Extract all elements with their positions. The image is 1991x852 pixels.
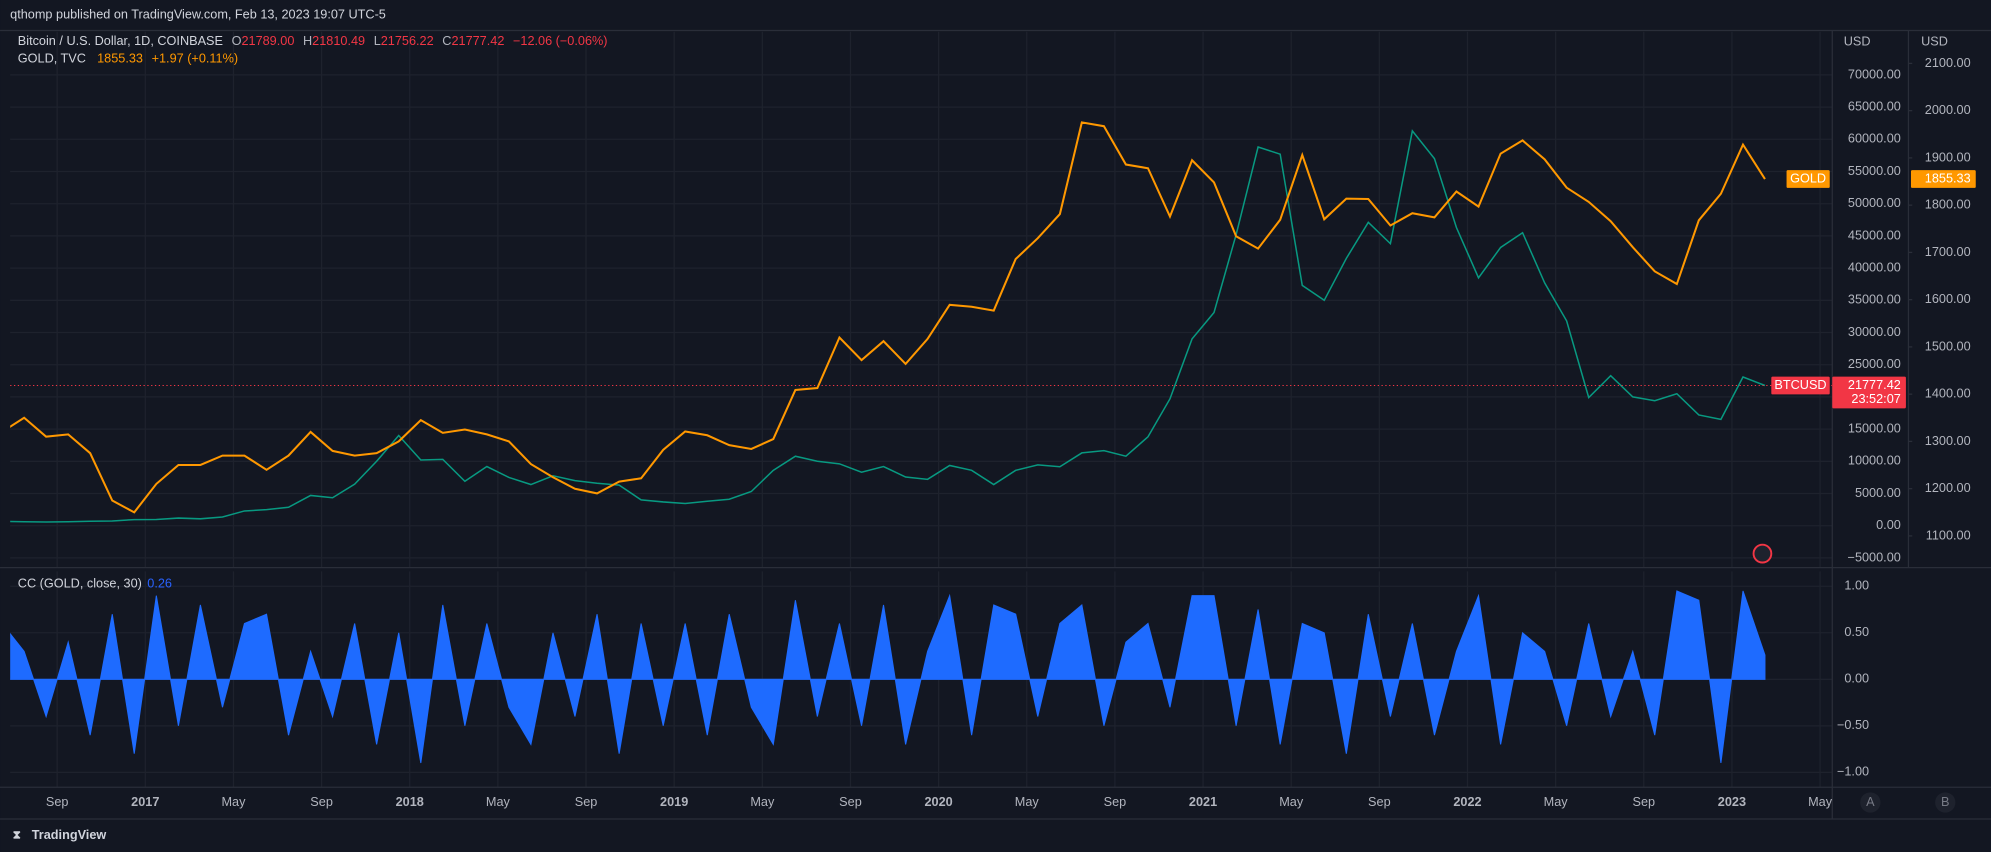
legend-label: Bitcoin / U.S. Dollar, 1D, COINBASE <box>18 34 223 48</box>
y2-tick-label: 1500.00 <box>1925 339 1971 353</box>
x-tick-label: May <box>1544 795 1569 809</box>
y2-tick-label: 1800.00 <box>1925 198 1971 212</box>
x-tick-label: May <box>1015 795 1040 809</box>
y-tick-label: 50000.00 <box>1848 196 1901 210</box>
legend-label: GOLD, TVC <box>18 52 86 66</box>
y-tick-label: 1.00 <box>1844 579 1869 593</box>
legend-last: 1855.33 <box>97 52 143 66</box>
ohlc-key: H <box>303 34 312 48</box>
axis-button-label[interactable]: B <box>1941 795 1949 809</box>
y-tick-label: −0.50 <box>1837 718 1869 732</box>
series-area <box>10 590 1766 764</box>
y2-tick-label: 2100.00 <box>1925 56 1971 70</box>
x-tick-label: Sep <box>839 795 862 809</box>
x-tick-label: Sep <box>46 795 69 809</box>
ohlc-value: 21789.00 <box>241 34 294 48</box>
price-tag <box>1771 376 1830 395</box>
y-tick-label: 45000.00 <box>1848 228 1901 242</box>
x-tick-label: Sep <box>1104 795 1127 809</box>
x-tick-label: 2019 <box>660 795 688 809</box>
x-tick-label: May <box>1808 795 1833 809</box>
x-tick-label: 2020 <box>924 795 952 809</box>
ohlc-key: L <box>374 34 381 48</box>
series-line <box>10 129 1766 523</box>
y-tick-label: 60000.00 <box>1848 132 1901 146</box>
axis-unit: USD <box>1844 34 1871 48</box>
x-tick-label: 2017 <box>131 795 159 809</box>
x-tick-label: 2021 <box>1189 795 1217 809</box>
y-tick-label: 0.00 <box>1844 672 1869 686</box>
legend-change: +1.97 (+0.11%) <box>152 52 239 66</box>
price-tag-name: BTCUSD <box>1774 378 1826 392</box>
y-tick-label: 40000.00 <box>1848 260 1901 274</box>
ohlc-key: O <box>232 34 242 48</box>
axis-unit: USD <box>1921 34 1948 48</box>
y2-tick-label: 1400.00 <box>1925 387 1971 401</box>
y2-tick-label: 1300.00 <box>1925 434 1971 448</box>
x-tick-label: 2018 <box>396 795 424 809</box>
y2-tick-label: 1600.00 <box>1925 292 1971 306</box>
event-icon[interactable] <box>1752 543 1773 564</box>
y-tick-label: 0.50 <box>1844 625 1869 639</box>
price-tag-name: GOLD <box>1790 171 1826 185</box>
y2-tick-label: 2000.00 <box>1925 103 1971 117</box>
y2-tick-label: 1200.00 <box>1925 481 1971 495</box>
axis-button[interactable] <box>1935 792 1956 813</box>
x-tick-label: Sep <box>310 795 333 809</box>
x-tick-label: May <box>1279 795 1304 809</box>
x-tick-label: May <box>750 795 775 809</box>
y-tick-label: 35000.00 <box>1848 293 1901 307</box>
logo-mark: ⧗ <box>13 830 21 842</box>
y-tick-label: −1.00 <box>1837 765 1869 779</box>
x-tick-label: 2023 <box>1718 795 1746 809</box>
header-bar <box>0 0 1991 31</box>
ohlc-value: 21810.49 <box>312 34 365 48</box>
indicator-value: 0.26 <box>147 576 172 590</box>
x-tick-label: May <box>221 795 246 809</box>
countdown: 23:52:07 <box>1851 392 1900 406</box>
axis-button[interactable] <box>1860 792 1881 813</box>
x-tick-label: Sep <box>575 795 598 809</box>
grid <box>10 31 1833 788</box>
y-tick-label: 55000.00 <box>1848 164 1901 178</box>
x-tick-label: Sep <box>1632 795 1655 809</box>
y-tick-label: −5000.00 <box>1848 550 1901 564</box>
y-tick-label: 5000.00 <box>1855 486 1901 500</box>
series-line <box>10 121 1766 514</box>
y-tick-label: 70000.00 <box>1848 67 1901 81</box>
ohlc-value: 21777.42 <box>451 34 504 48</box>
axis-price-value: 21777.42 <box>1848 378 1901 392</box>
axis-price-tag <box>1832 376 1906 409</box>
publisher-line: qthomp published on TradingView.com, Feb… <box>10 8 386 22</box>
y-tick-label: 25000.00 <box>1848 357 1901 371</box>
y2-tick-label: 1100.00 <box>1926 528 1971 542</box>
y-tick-label: 65000.00 <box>1848 99 1901 113</box>
ohlc-value: 21756.22 <box>381 34 434 48</box>
brand: TradingView <box>32 828 107 842</box>
y2-tick-label: 1900.00 <box>1925 150 1971 164</box>
btc-legend: Bitcoin / U.S. Dollar, 1D, COINBASE O217… <box>18 34 608 48</box>
axis-button-label[interactable]: A <box>1866 795 1875 809</box>
price-tag <box>1786 170 1830 188</box>
gold-legend: GOLD, TVC 1855.33 +1.97 (+0.11%) <box>18 52 238 66</box>
y-tick-label: 15000.00 <box>1848 421 1901 435</box>
y2-tick-label: 1700.00 <box>1925 245 1971 259</box>
ohlc-key: C <box>442 34 451 48</box>
x-tick-label: Sep <box>1368 795 1391 809</box>
y-tick-label: 0.00 <box>1876 518 1901 532</box>
x-tick-label: May <box>486 795 511 809</box>
axis-price-tag <box>1910 170 1976 188</box>
axis-price-value: 1855.33 <box>1925 171 1971 185</box>
y-tick-label: 10000.00 <box>1848 454 1901 468</box>
legend-change: −12.06 (−0.06%) <box>513 34 608 48</box>
data <box>10 121 1833 764</box>
indicator-title: CC (GOLD, close, 30) <box>18 576 142 590</box>
x-tick-label: 2022 <box>1453 795 1481 809</box>
y-tick-label: 30000.00 <box>1848 325 1901 339</box>
